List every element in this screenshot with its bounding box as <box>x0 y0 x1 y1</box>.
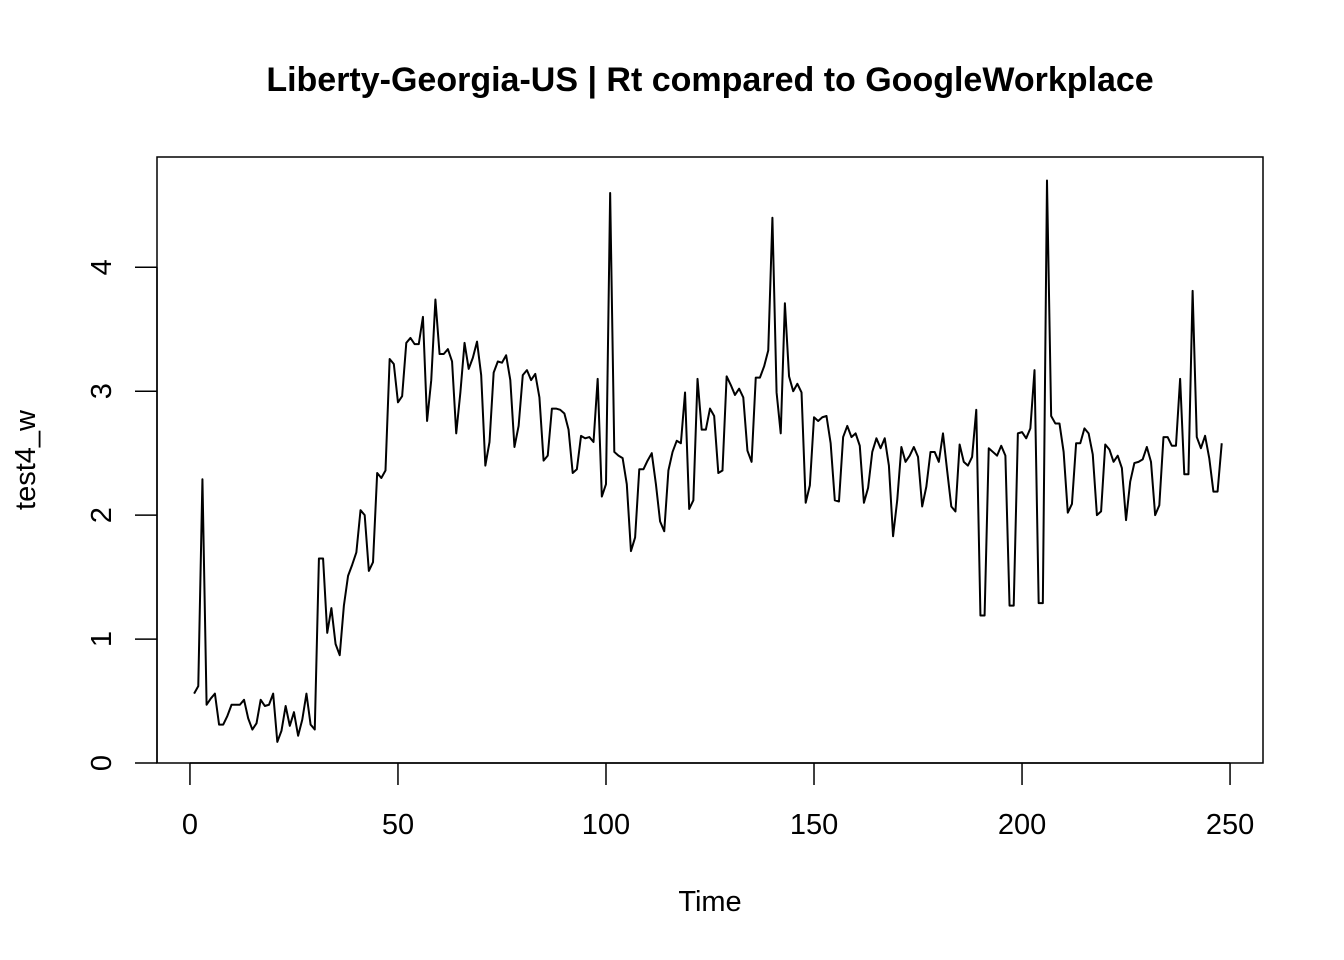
y-axis: 0 1 2 3 4 <box>86 259 158 771</box>
y-tick-label: 4 <box>86 259 118 275</box>
y-tick-label: 2 <box>86 507 118 523</box>
y-tick-label: 1 <box>86 631 118 647</box>
x-tick-label: 100 <box>582 809 630 841</box>
chart-title: Liberty-Georgia-US | Rt compared to Goog… <box>266 61 1153 99</box>
x-tick-label: 250 <box>1206 809 1254 841</box>
x-tick-label: 0 <box>182 809 198 841</box>
series-layer <box>193 179 1223 743</box>
x-tick-label: 150 <box>790 809 838 841</box>
x-tick-label: 50 <box>382 809 414 841</box>
plot-frame <box>156 156 1264 764</box>
y-tick-label: 3 <box>86 383 118 399</box>
y-axis-label: test4_w <box>10 409 42 510</box>
x-tick-label: 200 <box>998 809 1046 841</box>
y-tick-label: 0 <box>86 755 118 771</box>
series-line <box>193 179 1223 743</box>
x-axis: 0 50 100 150 200 250 <box>182 762 1254 841</box>
x-axis-label: Time <box>678 886 741 918</box>
